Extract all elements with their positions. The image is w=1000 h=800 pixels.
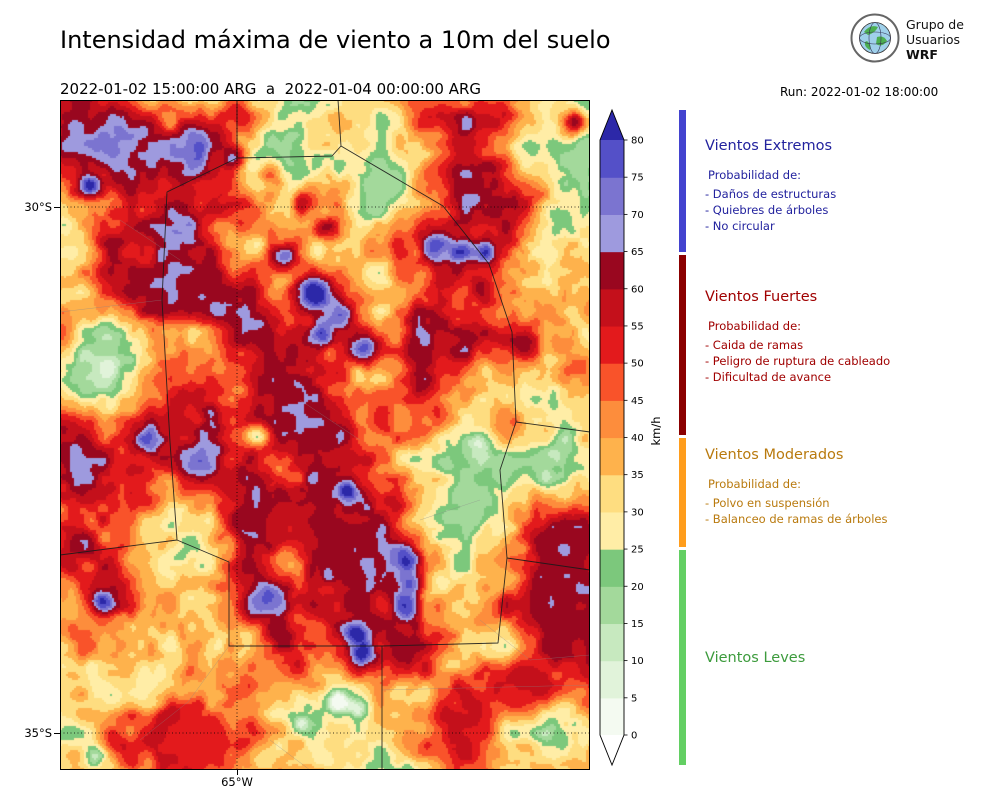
- run-timestamp: Run: 2022-01-02 18:00:00: [780, 85, 939, 99]
- lat-label-30s: 30°S: [24, 200, 52, 214]
- colorbar: 0 5 10 15 20 25 30 35 40 45 50 55 60 65 70 75 80: [599, 108, 644, 767]
- logo-line-3: WRF: [906, 47, 938, 62]
- legend-intro: Probabilidad de:: [708, 168, 802, 182]
- svg-text:55: 55: [631, 321, 644, 332]
- legend-bar-extremos: [679, 110, 686, 252]
- svg-text:5: 5: [631, 693, 637, 704]
- forecast-period: 2022-01-02 15:00:00 ARG a 2022-01-04 00:…: [60, 80, 482, 98]
- legend-intro: Probabilidad de:: [708, 477, 802, 491]
- lon-tick-65w: [237, 770, 238, 775]
- legend-bar-moderados: [679, 438, 686, 547]
- legend-item: - Balanceo de ramas de árboles: [705, 512, 888, 526]
- legend-title-leves: Vientos Leves: [705, 650, 806, 666]
- page-title: Intensidad máxima de viento a 10m del su…: [60, 26, 611, 54]
- lat-label-35s: 35°S: [24, 726, 52, 740]
- wrf-logo: Grupo de Usuarios WRF: [850, 13, 964, 63]
- legend-section-moderados: Vientos Moderados Probabilidad de: - Pol…: [705, 447, 995, 527]
- logo-line-1: Grupo de: [906, 17, 964, 32]
- svg-text:60: 60: [631, 284, 644, 295]
- lon-label-65w: 65°W: [221, 775, 253, 789]
- svg-text:50: 50: [631, 359, 644, 370]
- legend-title-moderados: Vientos Moderados: [705, 447, 844, 463]
- wind-map-canvas: [60, 100, 590, 770]
- legend-title-extremos: Vientos Extremos: [705, 138, 833, 154]
- legend-section-leves: Vientos Leves: [705, 650, 995, 680]
- legend-item: - Caida de ramas: [705, 338, 804, 352]
- legend-item: - Dificultad de avance: [705, 370, 832, 384]
- svg-text:25: 25: [631, 545, 644, 556]
- lat-tick-35s: [54, 733, 60, 734]
- svg-text:65: 65: [631, 247, 644, 258]
- map-boundaries-overlay: [60, 100, 590, 770]
- legend-bar-leves: [679, 550, 686, 765]
- legend-item: - Polvo en suspensión: [705, 496, 830, 510]
- svg-text:80: 80: [631, 136, 644, 147]
- svg-text:0: 0: [631, 731, 637, 742]
- svg-text:35: 35: [631, 470, 644, 481]
- wrf-globe-icon: [850, 13, 900, 63]
- legend-item: - Daños de estructuras: [705, 187, 837, 201]
- legend-item: - No circular: [705, 219, 775, 233]
- legend-section-extremos: Vientos Extremos Probabilidad de: - Daño…: [705, 138, 995, 234]
- svg-text:30: 30: [631, 507, 644, 518]
- legend-item: - Peligro de ruptura de cableado: [705, 354, 891, 368]
- wind-intensity-map: [60, 100, 590, 770]
- svg-text:40: 40: [631, 433, 644, 444]
- svg-text:20: 20: [631, 582, 644, 593]
- legend-title-fuertes: Vientos Fuertes: [705, 289, 818, 305]
- legend-item: - Quiebres de árboles: [705, 203, 829, 217]
- svg-text:70: 70: [631, 210, 644, 221]
- svg-text:75: 75: [631, 173, 644, 184]
- colorbar-unit-label: km/h: [649, 416, 663, 446]
- svg-text:10: 10: [631, 656, 644, 667]
- logo-line-2: Usuarios: [906, 32, 961, 47]
- legend-intro: Probabilidad de:: [708, 319, 802, 333]
- lat-tick-30s: [54, 207, 60, 208]
- legend-bar-fuertes: [679, 255, 686, 435]
- svg-text:15: 15: [631, 619, 644, 630]
- svg-text:45: 45: [631, 396, 644, 407]
- legend-section-fuertes: Vientos Fuertes Probabilidad de: - Caida…: [705, 289, 995, 385]
